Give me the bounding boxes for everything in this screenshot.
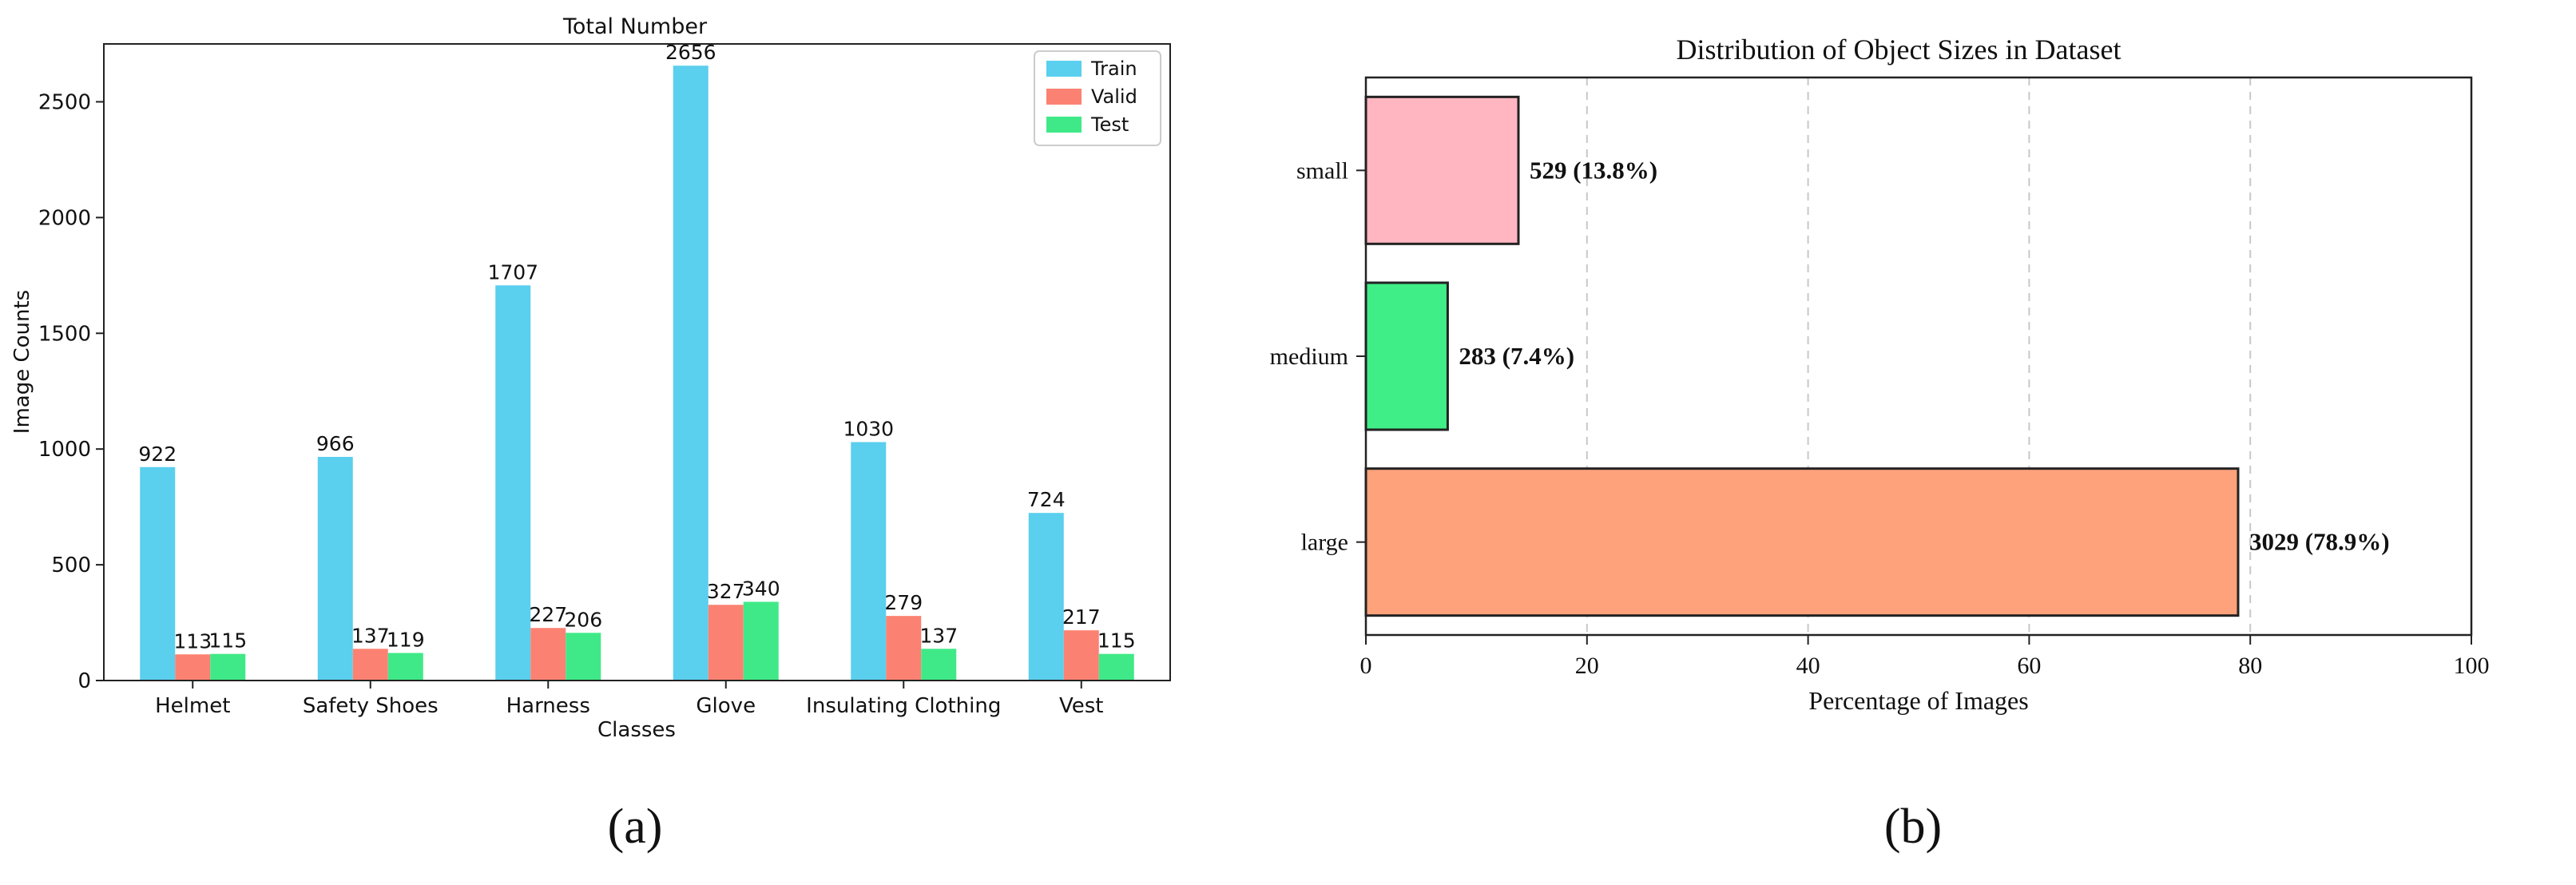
chart-a-xtick-label-harness: Harness [506, 694, 590, 718]
bar-large [1364, 467, 2240, 617]
chart-a-ytick-label: 0 [77, 669, 91, 693]
data-label-train-glove: 2656 [665, 41, 716, 64]
chart-a-ytick-label: 2000 [38, 206, 91, 230]
data-label-train-helmet: 922 [138, 442, 177, 466]
bar-train-harness [495, 285, 531, 681]
bar-valid-glove [708, 605, 744, 681]
data-label-test-insulating-clothing: 137 [919, 624, 958, 647]
bar-train-insulating-clothing [851, 442, 887, 681]
data-label-medium: 283 (7.4%) [1459, 342, 1574, 370]
chart-a-legend: Train Valid Test [1034, 50, 1161, 146]
chart-a-xtick-label-vest: Vest [1059, 694, 1104, 718]
bar-valid-helmet [175, 654, 211, 681]
chart-a-ytick-label: 500 [51, 554, 91, 577]
panel-a-chart: Total Number 0 500 1000 1500 2000 2500 Helmet 9… [10, 14, 1171, 854]
bar-train-helmet [140, 466, 176, 681]
chart-b-ytick-label-small: small [1296, 157, 1348, 184]
chart-a-ytick-label: 1500 [38, 322, 91, 346]
chart-a-ytick-label: 2500 [38, 90, 91, 114]
data-label-train-insulating-clothing: 1030 [843, 417, 894, 440]
data-label-valid-safety-shoes: 137 [351, 624, 390, 647]
legend-swatch-train [1046, 61, 1082, 77]
data-label-train-safety-shoes: 966 [316, 432, 355, 455]
data-label-valid-insulating-clothing: 279 [884, 591, 923, 614]
chart-a-xtick-label-insulating-clothing: Insulating Clothing [806, 694, 1001, 718]
chart-b-xtick-label: 0 [1360, 653, 1372, 679]
chart-b-ytick-label-medium: medium [1270, 343, 1348, 370]
panel-b-label: (b) [1884, 800, 1942, 854]
bar-small [1364, 95, 1520, 245]
bar-test-harness [566, 633, 601, 681]
data-label-test-helmet: 115 [208, 629, 247, 653]
bar-train-glove [673, 65, 708, 681]
chart-b-xtick-label: 80 [2238, 653, 2262, 679]
chart-b-bars-layer: 0 20 40 60 80 100 small 529 (13.8%) medium 283 (7… [1270, 77, 2490, 679]
data-label-train-harness: 1707 [487, 260, 538, 284]
panel-b-chart: Distribution of Object Sizes in Dataset … [1270, 34, 2490, 854]
chart-a-title: Total Number [562, 14, 708, 39]
data-label-valid-harness: 227 [529, 603, 567, 626]
chart-a-ylabel: Image Counts [10, 290, 34, 434]
data-label-test-glove: 340 [742, 577, 780, 600]
data-label-large: 3029 (78.9%) [2249, 528, 2390, 556]
panel-a-label: (a) [608, 800, 663, 854]
data-label-valid-vest: 217 [1062, 605, 1101, 629]
bar-valid-harness [530, 628, 566, 681]
data-label-test-vest: 115 [1097, 629, 1136, 653]
chart-a-xtick-label-helmet: Helmet [155, 694, 230, 718]
chart-b-xlabel: Percentage of Images [1808, 686, 2028, 715]
bar-valid-safety-shoes [352, 649, 388, 681]
chart-b-xtick-label: 100 [2454, 653, 2490, 679]
chart-b-xtick-label: 60 [2017, 653, 2041, 679]
chart-b-ytick-label-large: large [1301, 530, 1348, 556]
bar-test-safety-shoes [387, 653, 423, 681]
legend-label-train: Train [1090, 58, 1137, 80]
chart-b-plot-frame [1364, 76, 2473, 637]
data-label-valid-helmet: 113 [173, 629, 212, 653]
bar-test-helmet [210, 653, 246, 681]
bar-train-safety-shoes [317, 457, 353, 681]
data-label-train-vest: 724 [1027, 488, 1066, 511]
chart-a-bars-layer: 05001000150020002500Helmet922113115Safet… [38, 41, 1136, 718]
bar-valid-vest [1063, 630, 1099, 681]
bar-test-insulating-clothing [921, 649, 957, 681]
chart-b-xtick-label: 20 [1575, 653, 1599, 679]
chart-a-xlabel: Classes [597, 718, 676, 742]
chart-a-plot-frame [103, 43, 1171, 681]
data-label-test-harness: 206 [564, 608, 602, 631]
legend-label-test: Test [1090, 113, 1129, 136]
legend-swatch-valid [1046, 89, 1082, 105]
chart-b-xtick-label: 40 [1796, 653, 1820, 679]
legend-label-valid: Valid [1091, 85, 1137, 108]
bar-valid-insulating-clothing [886, 616, 922, 681]
bar-test-vest [1098, 653, 1134, 681]
chart-a-xtick-label-glove: Glove [696, 694, 756, 718]
data-label-valid-glove: 327 [707, 580, 745, 603]
bar-medium [1364, 281, 1449, 431]
chart-b-title: Distribution of Object Sizes in Dataset [1677, 34, 2122, 65]
bar-train-vest [1028, 513, 1064, 681]
chart-a-ytick-label: 1000 [38, 438, 91, 462]
legend-swatch-test [1046, 117, 1082, 133]
data-label-small: 529 (13.8%) [1530, 156, 1657, 184]
chart-a-xtick-label-safety-shoes: Safety Shoes [303, 694, 439, 718]
bar-test-glove [743, 601, 779, 681]
data-label-test-safety-shoes: 119 [387, 629, 425, 652]
